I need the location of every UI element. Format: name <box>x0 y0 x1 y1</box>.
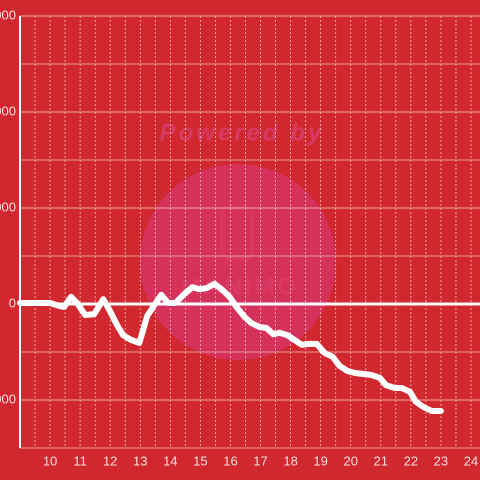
x-tick-label: 15 <box>193 453 207 468</box>
y-tick-label: 4,000 <box>0 103 16 118</box>
x-tick-label: 18 <box>283 453 297 468</box>
x-tick-label: 16 <box>223 453 237 468</box>
data-line <box>17 280 444 415</box>
x-tick-label: 20 <box>343 453 357 468</box>
x-tick-label: 13 <box>133 453 147 468</box>
x-tick-label: 23 <box>434 453 448 468</box>
x-tick-label: 22 <box>404 453 418 468</box>
x-tick-label: 24 <box>464 453 478 468</box>
y-tick-label: -2,000 <box>0 391 16 406</box>
y-tick-label: 2,000 <box>0 199 16 214</box>
x-tick-label: 17 <box>253 453 267 468</box>
x-tick-label: 14 <box>163 453 177 468</box>
watermark-logo <box>140 164 336 360</box>
x-tick-label: 12 <box>103 453 117 468</box>
y-tick-label: 0 <box>9 295 16 310</box>
x-tick-label: 10 <box>43 453 57 468</box>
x-tick-label: 11 <box>73 453 87 468</box>
x-tick-label: 21 <box>374 453 388 468</box>
y-tick-label: 6,000 <box>0 7 16 22</box>
x-tick-label: 19 <box>313 453 327 468</box>
watermark-text: Powered by <box>160 119 325 146</box>
